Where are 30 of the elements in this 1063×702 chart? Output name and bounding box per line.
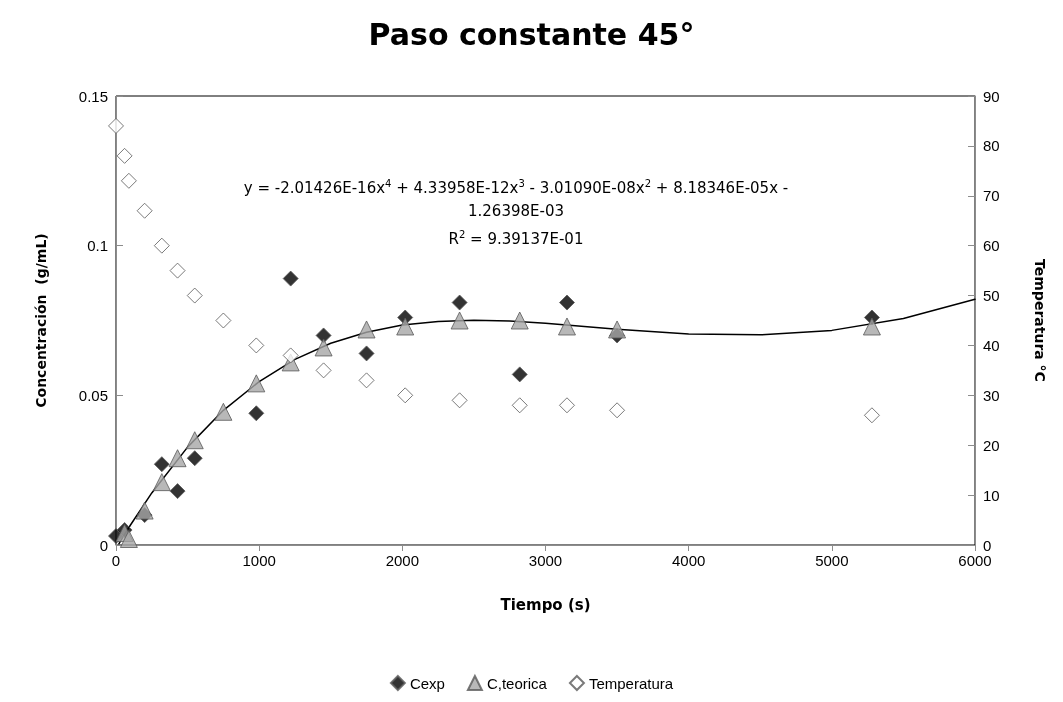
y2-tick-label: 60 xyxy=(983,237,1000,255)
legend-label: Temperatura xyxy=(588,674,674,692)
x-axis-title: Tiempo (s) xyxy=(500,595,591,614)
x-tick-label: 2000 xyxy=(385,552,420,569)
y2-tick-label: 40 xyxy=(983,336,1000,354)
x-tick-label: 3000 xyxy=(528,552,563,569)
y2-tick-label: 70 xyxy=(983,187,1000,205)
y-tick-label: 0.05 xyxy=(78,386,108,404)
y2-axis-title: Temperatura °C xyxy=(1032,259,1048,382)
text: y = -2.01426E-16x$^{4}$ + 4.33958E-12x$^{3}$ - 3.01090E-08x$^{2}$ + 8.18346E-05x - 1.26398E-03 xyxy=(243,178,789,220)
y2-tick-label: 80 xyxy=(983,137,1000,155)
x-tick-label: 0 xyxy=(111,552,121,569)
y2-tick-label: 90 xyxy=(983,87,1000,105)
y-tick-label: 0 xyxy=(99,536,108,554)
x-tick-label: 1000 xyxy=(242,552,276,569)
chart-title: Paso constante 45° xyxy=(368,16,695,52)
y2-tick-label: 0 xyxy=(983,536,992,554)
y2-tick-label: 20 xyxy=(983,436,1000,454)
y2-tick-label: 50 xyxy=(983,287,1000,305)
legend-label: C,teorica xyxy=(486,674,548,692)
y2-tick-label: 10 xyxy=(983,486,1000,504)
y-axis-title: Concentración (g/mL) xyxy=(33,233,49,408)
legend-label: Cexp xyxy=(409,674,445,692)
x-tick-label: 6000 xyxy=(958,552,992,569)
x-tick-label: 5000 xyxy=(815,552,849,569)
x-tick-label: 4000 xyxy=(671,552,706,569)
y2-tick-label: 30 xyxy=(983,386,1000,404)
y-tick-label: 0.15 xyxy=(78,87,108,105)
annotation: R$^{2}$ = 9.39137E-01 xyxy=(447,228,585,250)
y-tick-label: 0.1 xyxy=(87,237,108,255)
